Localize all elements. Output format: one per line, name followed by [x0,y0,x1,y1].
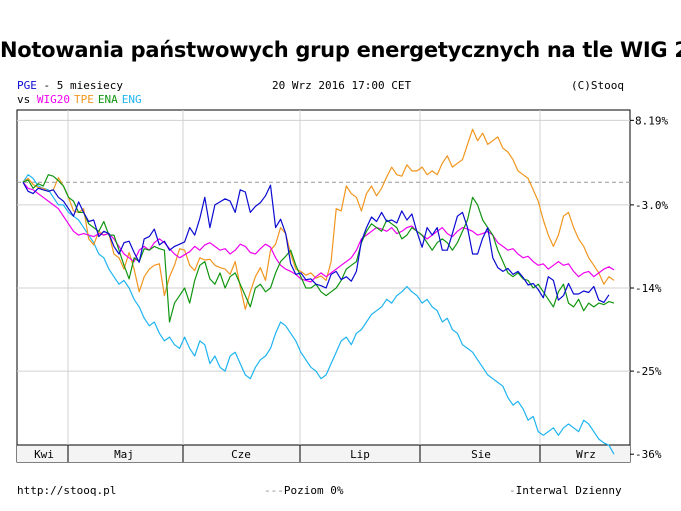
x-tick-label: Sie [471,448,491,461]
y-tick-label: -36% [635,448,662,461]
x-tick-label: Wrz [576,448,596,461]
x-axis-band [17,445,630,462]
series-line-eng [22,174,615,455]
copyright: (C)Stooq [571,79,624,92]
dashed-line-icon: --- [264,484,284,497]
chart-header-line1: PGE - 5 miesiecy [17,79,123,92]
legend-eng: ENG [121,93,142,106]
chart-legend: vs WIG20 TPE ENA ENG [17,93,146,106]
series-line-ena [22,174,615,323]
period-label: - 5 miesiecy [36,79,123,92]
y-tick-label: -3.0% [635,199,668,212]
line-icon: - [509,484,516,497]
y-tick-label: 8.19% [635,114,668,127]
x-tick-label: Maj [114,448,134,461]
legend-pge: PGE [17,79,37,92]
legend-wig20: WIG20 [36,93,70,106]
series-line-wig20 [22,181,615,283]
page-title: Notowania państwowych grup energetycznyc… [0,38,681,62]
legend-ena: ENA [97,93,118,106]
vs-label: vs [17,93,31,106]
interval-label: Interwal Dzienny [515,484,622,497]
baseline-legend: ---Poziom 0% [264,484,343,497]
series-line-tpe [22,128,615,310]
plot-area [16,109,631,463]
source-url: http://stooq.pl [17,484,117,497]
legend-tpe: TPE [74,93,94,106]
chart-date: 20 Wrz 2016 17:00 CET [272,79,412,92]
y-tick-label: -14% [635,282,662,295]
y-tick-label: -25% [635,365,662,378]
baseline-label: Poziom 0% [283,484,344,497]
x-tick-label: Lip [350,448,370,461]
interval-legend: -Interwal Dzienny [509,484,622,497]
series-line-pge [22,181,610,303]
x-tick-label: Kwi [34,448,54,461]
x-tick-label: Cze [231,448,251,461]
